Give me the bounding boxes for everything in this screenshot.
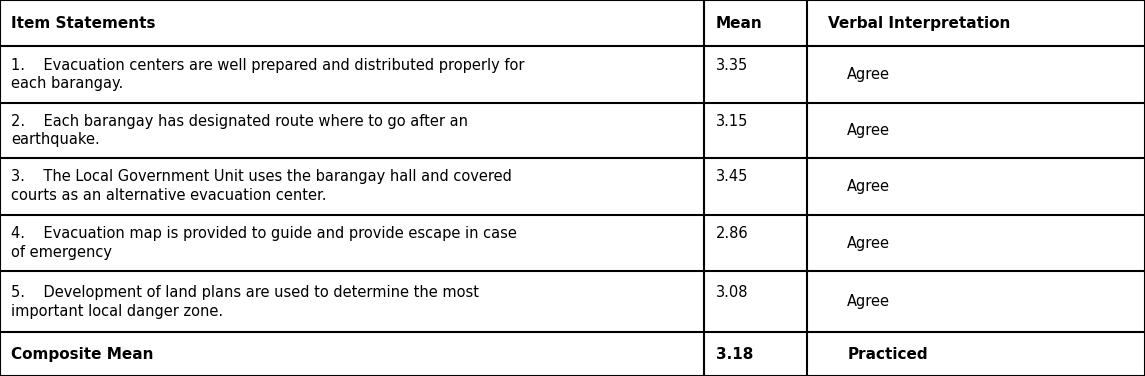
Text: 3.15: 3.15 [716, 114, 748, 129]
Text: Item Statements: Item Statements [11, 16, 156, 30]
Text: Agree: Agree [847, 235, 891, 250]
Text: Agree: Agree [847, 179, 891, 194]
Text: Mean: Mean [716, 16, 763, 30]
Text: 5.    Development of land plans are used to determine the most: 5. Development of land plans are used to… [11, 285, 480, 300]
Text: of emergency: of emergency [11, 245, 112, 260]
Text: 4.    Evacuation map is provided to guide and provide escape in case: 4. Evacuation map is provided to guide a… [11, 226, 518, 241]
Text: earthquake.: earthquake. [11, 132, 101, 147]
Text: 2.86: 2.86 [716, 226, 748, 241]
Text: Verbal Interpretation: Verbal Interpretation [828, 16, 1010, 30]
Text: 3.35: 3.35 [716, 58, 748, 73]
Text: Agree: Agree [847, 67, 891, 82]
Text: Agree: Agree [847, 123, 891, 138]
Text: 3.    The Local Government Unit uses the barangay hall and covered: 3. The Local Government Unit uses the ba… [11, 169, 512, 184]
Text: courts as an alternative evacuation center.: courts as an alternative evacuation cent… [11, 188, 327, 203]
Text: 3.08: 3.08 [716, 285, 748, 300]
Text: Composite Mean: Composite Mean [11, 347, 153, 362]
Text: 3.18: 3.18 [716, 347, 753, 362]
Text: each barangay.: each barangay. [11, 76, 124, 91]
Text: 1.    Evacuation centers are well prepared and distributed properly for: 1. Evacuation centers are well prepared … [11, 58, 524, 73]
Text: 2.    Each barangay has designated route where to go after an: 2. Each barangay has designated route wh… [11, 114, 468, 129]
Text: Agree: Agree [847, 294, 891, 309]
Text: Practiced: Practiced [847, 347, 927, 362]
Text: 3.45: 3.45 [716, 169, 748, 184]
Text: important local danger zone.: important local danger zone. [11, 304, 223, 319]
